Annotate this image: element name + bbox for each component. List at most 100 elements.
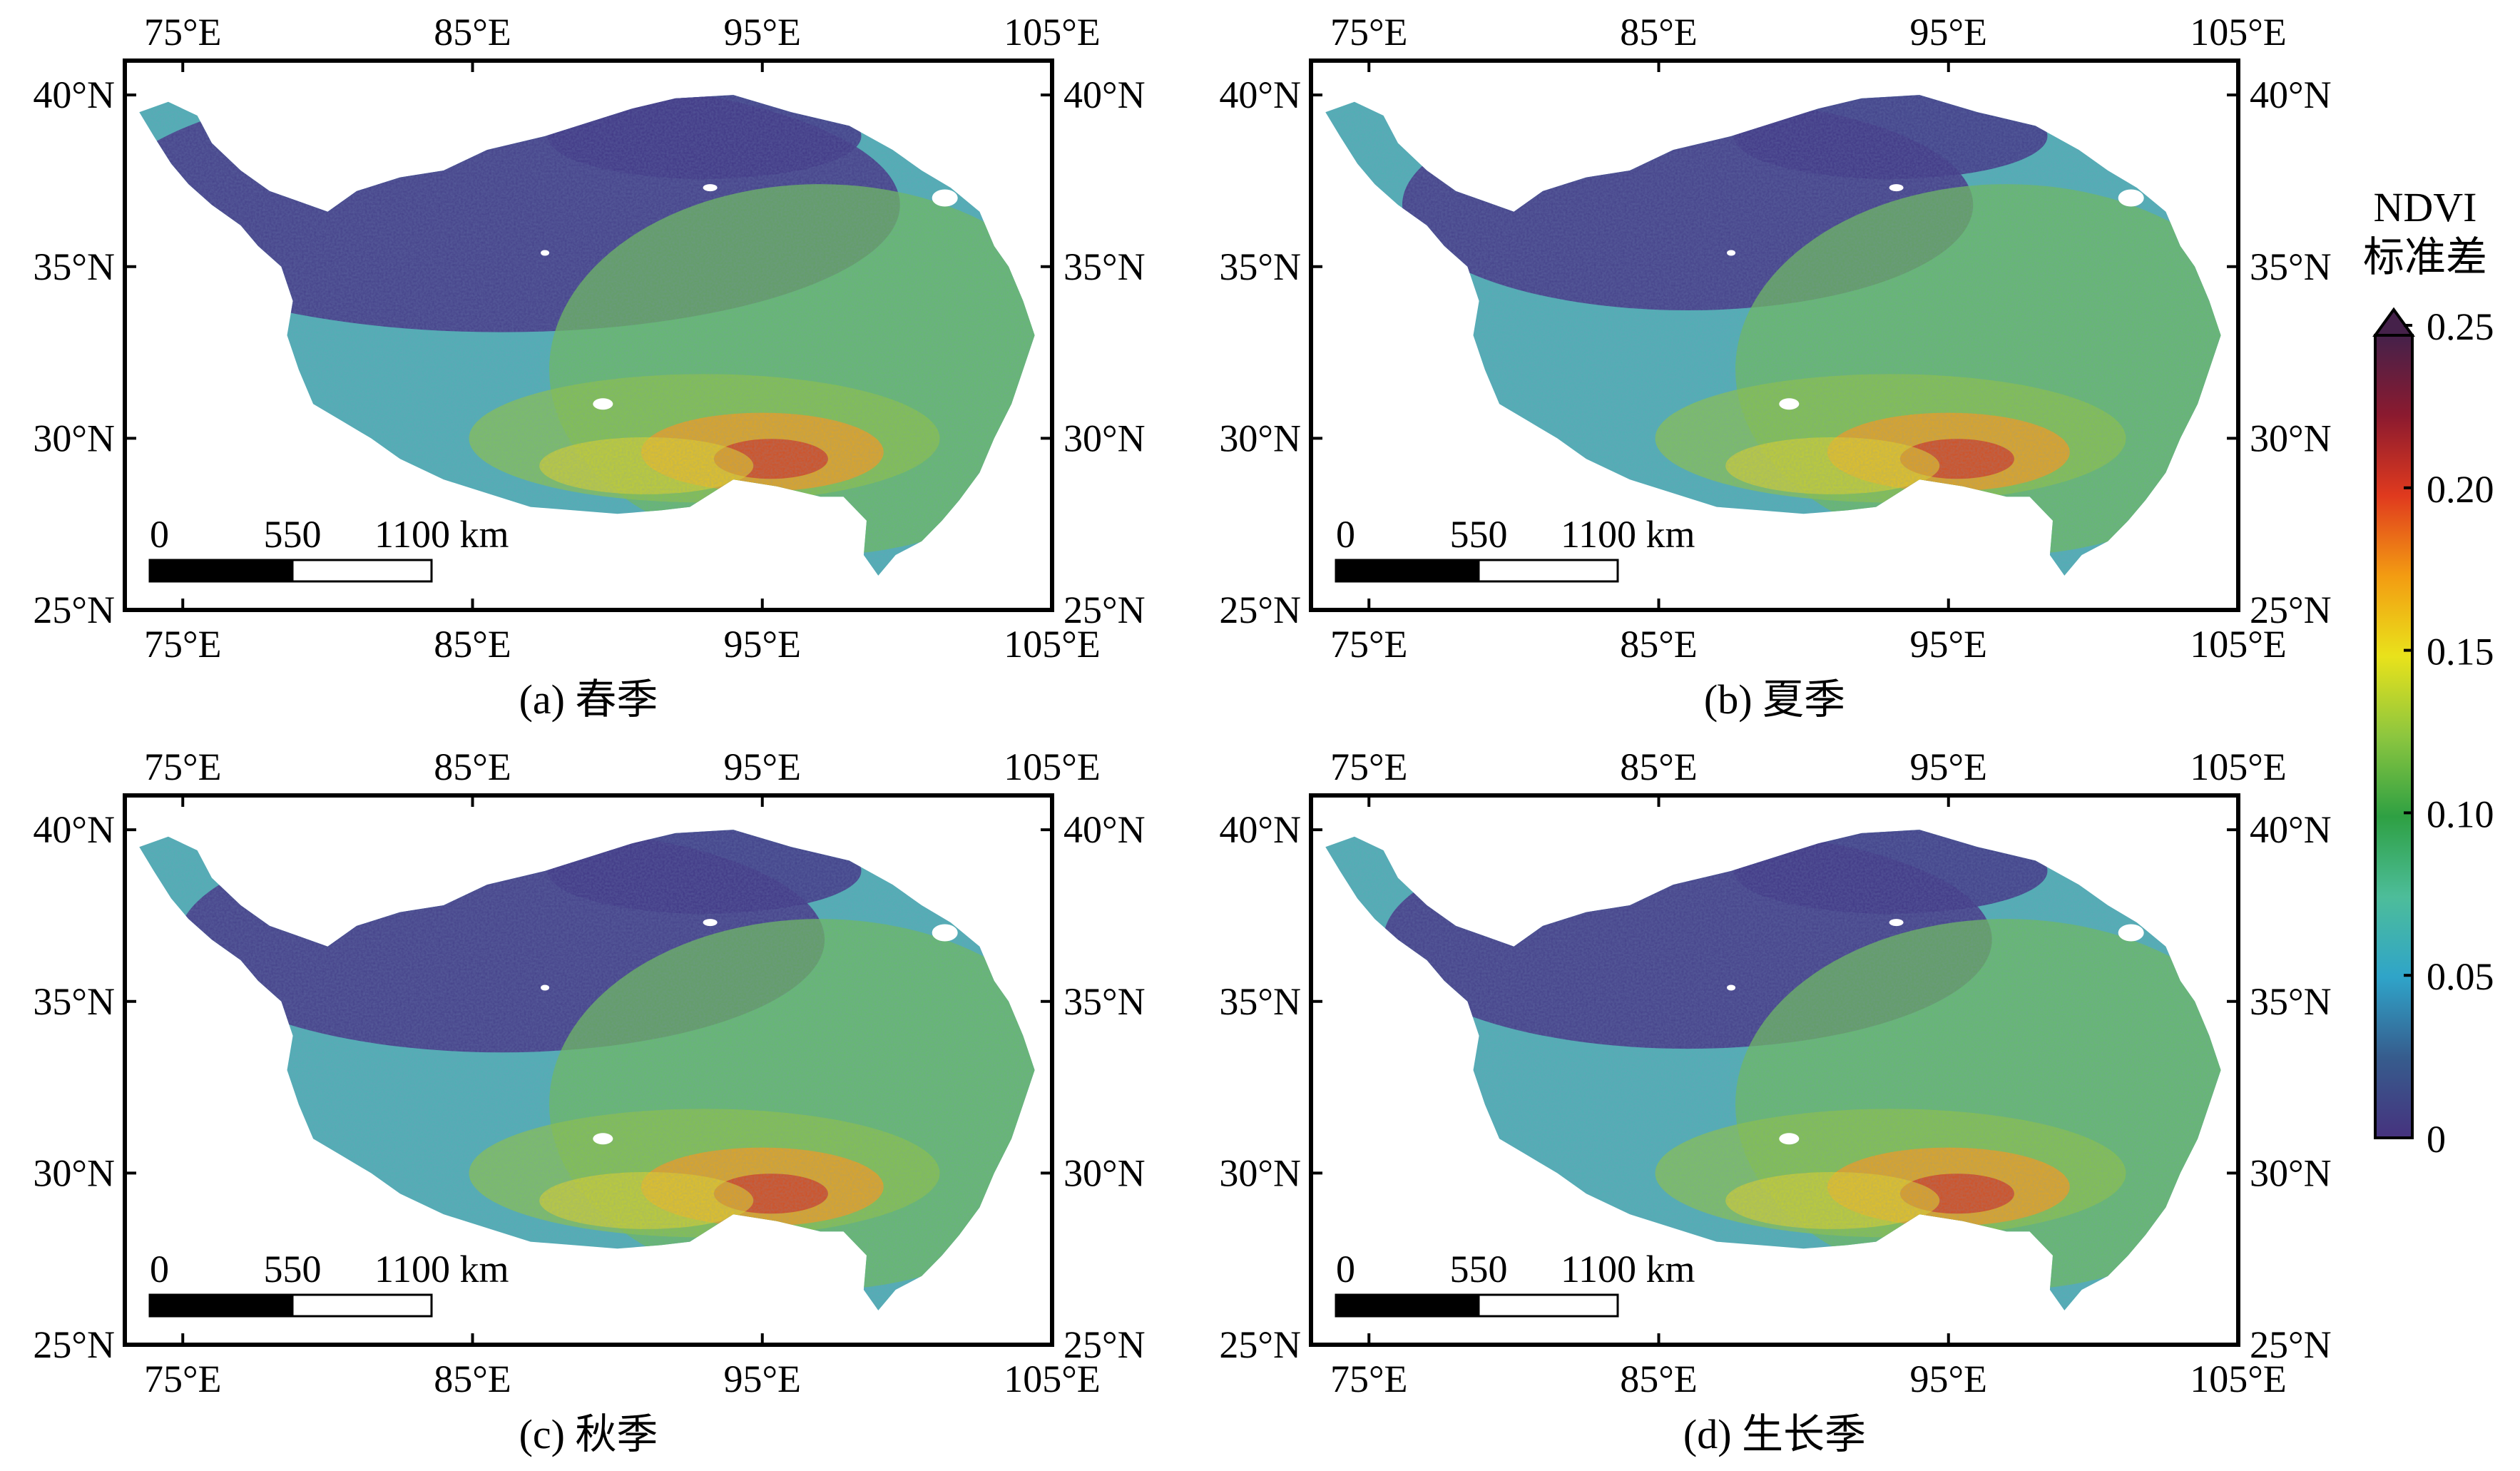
lon-tick-label-top: 85°E [434,11,511,54]
lat-tick-label-left: 30°N [33,417,115,459]
scale-bar-label-0: 0 [150,513,169,556]
lat-tick-label-left: 35°N [33,980,115,1023]
lon-tick-label-bottom: 85°E [1620,623,1698,666]
scale-bar: 0 550 1100 km [148,1248,509,1318]
lon-tick-label-top: 105°E [1004,11,1101,54]
lon-tick-label-bottom: 75°E [144,623,222,666]
lon-tick-label-bottom: 75°E [144,1358,222,1400]
lat-tick-label-right: 30°N [1063,417,1146,459]
lat-tick-label-left: 40°N [33,73,115,116]
lat-tick-label-right: 40°N [2250,808,2332,851]
lat-tick-label-left: 30°N [33,1151,115,1194]
plateau-ndvi-map [139,95,1035,576]
colorbar-tick-label: 0 [2427,1118,2446,1161]
colorbar-title-line2: 标准差 [2363,234,2487,280]
scale-bar: 0 550 1100 km [1335,1248,1695,1318]
colorbar-gradient [2374,334,2414,1139]
scale-bar-label-1100: 1100 km [374,513,509,556]
lon-tick-label-bottom: 95°E [723,1358,801,1400]
lat-tick-label-right: 30°N [1063,1151,1146,1194]
scale-bar: 0 550 1100 km [1335,513,1695,583]
scale-bar: 0 550 1100 km [148,513,509,583]
lat-tick-label-left: 40°N [1219,808,1301,851]
lat-tick-label-left: 30°N [1219,417,1301,459]
lon-tick-label-top: 85°E [1620,11,1698,54]
lon-tick-label-top: 75°E [1330,11,1408,54]
lon-tick-label-top: 75°E [1330,745,1408,788]
scale-bar-label-550: 550 [1450,513,1508,556]
colorbar-extend-arrow [2372,307,2415,337]
scale-bar-label-0: 0 [1336,1248,1355,1291]
lat-tick-label-right: 40°N [1063,808,1146,851]
lat-tick-label-right: 30°N [2250,417,2332,459]
scale-bar-label-1100: 1100 km [1561,513,1695,556]
scale-bar-label-1100: 1100 km [1561,1248,1695,1291]
map-frame [123,793,1054,1347]
lat-tick-label-left: 40°N [33,808,115,851]
lon-tick-label-bottom: 85°E [1620,1358,1698,1400]
panel-caption: (c) 秋季 [519,1411,658,1457]
lat-tick-label-left: 40°N [1219,73,1301,116]
lat-tick-label-right: 35°N [2250,980,2332,1023]
lat-tick-label-left: 35°N [1219,245,1301,288]
colorbar-tick-label: 0.20 [2427,468,2494,511]
scale-bar-label-550: 550 [264,1248,322,1291]
map-panel-d: 75°E 75°E 85°E 85°E 95°E 95°E 105°E 105°E 40°N 40… [1219,745,2331,1457]
lon-tick-label-top: 105°E [2190,11,2287,54]
panel-caption: (b) 夏季 [1704,676,1845,723]
colorbar-tick-label: 0.15 [2427,631,2494,673]
scale-bar-label-550: 550 [264,513,322,556]
lat-tick-label-right: 25°N [2250,1323,2332,1366]
lon-tick-label-top: 105°E [1004,745,1101,788]
map-frame [123,58,1054,612]
panel-caption: (a) 春季 [519,676,658,723]
lon-tick-label-top: 95°E [723,11,801,54]
lon-tick-label-top: 75°E [144,745,222,788]
lat-tick-label-right: 25°N [2250,589,2332,631]
lon-tick-label-bottom: 105°E [2190,623,2287,666]
scale-bar-label-550: 550 [1450,1248,1508,1291]
lat-tick-label-right: 40°N [2250,73,2332,116]
lat-tick-label-left: 35°N [33,245,115,288]
lon-tick-label-bottom: 105°E [1004,1358,1101,1400]
lon-tick-label-bottom: 95°E [1909,623,1987,666]
scale-bar-label-1100: 1100 km [374,1248,509,1291]
lon-tick-label-top: 95°E [723,745,801,788]
lat-tick-label-left: 25°N [1219,1323,1301,1366]
lat-tick-label-right: 30°N [2250,1151,2332,1194]
lon-tick-label-top: 85°E [434,745,511,788]
map-frame [1309,793,2240,1347]
colorbar-title-line1: NDVI [2374,184,2477,230]
map-panel-b: 75°E 75°E 85°E 85°E 95°E 95°E 105°E 105°E 40°N 40… [1219,11,2331,723]
map-panel-a: 75°E 75°E 85°E 85°E 95°E 95°E 105°E 105°E 40°N 40… [33,11,1145,723]
lat-tick-label-left: 25°N [33,1323,115,1366]
lon-tick-label-bottom: 75°E [1330,623,1408,666]
lat-tick-label-right: 35°N [2250,245,2332,288]
scale-bar-label-0: 0 [1336,513,1355,556]
colorbar-tick-label: 0.10 [2427,793,2494,835]
colorbar-tick-label: 0.05 [2427,955,2494,998]
lon-tick-label-bottom: 75°E [1330,1358,1408,1400]
lat-tick-label-left: 25°N [33,589,115,631]
lat-tick-label-right: 35°N [1063,980,1146,1023]
lon-tick-label-top: 95°E [1909,745,1987,788]
lat-tick-label-left: 25°N [1219,589,1301,631]
lon-tick-label-bottom: 95°E [723,623,801,666]
lon-tick-label-bottom: 105°E [2190,1358,2287,1400]
map-panel-c: 75°E 75°E 85°E 85°E 95°E 95°E 105°E 105°E 40°N 40… [33,745,1145,1457]
lat-tick-label-left: 35°N [1219,980,1301,1023]
lat-tick-label-right: 40°N [1063,73,1146,116]
lon-tick-label-bottom: 85°E [434,623,511,666]
lat-tick-label-right: 35°N [1063,245,1146,288]
lon-tick-label-bottom: 85°E [434,1358,511,1400]
lon-tick-label-bottom: 95°E [1909,1358,1987,1400]
colorbar-tick-label: 0.25 [2427,305,2494,348]
lat-tick-label-right: 25°N [1063,589,1146,631]
lon-tick-label-top: 85°E [1620,745,1698,788]
panel-caption: (d) 生长季 [1683,1411,1866,1457]
map-frame [1309,58,2240,612]
lon-tick-label-top: 105°E [2190,745,2287,788]
lat-tick-label-left: 30°N [1219,1151,1301,1194]
